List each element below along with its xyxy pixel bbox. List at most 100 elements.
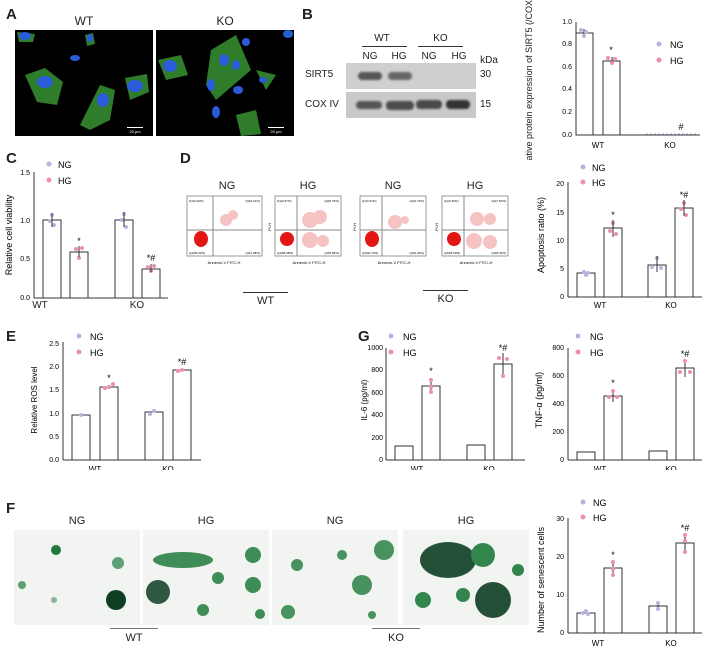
panel-letter-a: A xyxy=(6,6,17,23)
svg-text:Q4(83.59%): Q4(83.59%) xyxy=(444,251,460,255)
svg-text:5: 5 xyxy=(560,266,564,273)
svg-text:Q2(3.21%): Q2(3.21%) xyxy=(245,199,260,203)
svg-text:0: 0 xyxy=(560,630,564,637)
svg-text:*#: *# xyxy=(680,190,689,200)
svg-text:2.5: 2.5 xyxy=(49,341,59,348)
svg-text:*#: *# xyxy=(681,349,690,359)
svg-text:0.0: 0.0 xyxy=(20,295,30,302)
flow-plot-wt-hg: PI-H Q1(0.37%) Q2(6.79%) Q4(86.98%) Q3(5.8… xyxy=(267,195,342,265)
lane-label: NG xyxy=(421,51,437,62)
flow-title: NG xyxy=(384,180,402,192)
svg-text:PI-H: PI-H xyxy=(267,223,272,231)
lane-label: HG xyxy=(391,51,407,62)
svg-text:KO: KO xyxy=(483,465,495,470)
sa-bgal-image-wt-ng xyxy=(14,530,140,625)
svg-text:0.0: 0.0 xyxy=(562,132,572,139)
svg-text:Q2(6.79%): Q2(6.79%) xyxy=(324,199,339,203)
svg-text:1.5: 1.5 xyxy=(49,387,59,394)
svg-text:*: * xyxy=(77,236,81,246)
panel-letter-e: E xyxy=(6,328,17,345)
panel-letter-c: C xyxy=(6,150,17,167)
svg-text:#: # xyxy=(678,122,683,132)
scale-bar-label: 20 μm xyxy=(129,129,141,134)
svg-text:HG: HG xyxy=(593,513,607,523)
y-axis-label: Relative protein expression of SIRT5 (/C… xyxy=(524,0,534,160)
scale-bar-label: 20 μm xyxy=(270,129,282,134)
svg-text:1.0: 1.0 xyxy=(20,218,30,225)
f-group-ko: KO xyxy=(388,632,404,644)
svg-text:WT: WT xyxy=(411,465,424,470)
svg-text:Relative ROS level: Relative ROS level xyxy=(30,366,39,433)
chart-d-apoptosis: Apoptosis ratio (%) 0 5 10 15 20 * *# NG H… xyxy=(536,163,702,310)
svg-text:*: * xyxy=(611,550,615,560)
svg-text:*#: *# xyxy=(681,523,690,533)
image-label: HG xyxy=(457,515,475,527)
svg-text:Q4(86.98%): Q4(86.98%) xyxy=(277,251,293,255)
svg-text:200: 200 xyxy=(371,435,383,442)
svg-text:*: * xyxy=(609,45,613,55)
blot-protein-sirt5: SIRT5 xyxy=(305,69,334,80)
image-label-wt: WT xyxy=(74,14,94,28)
svg-text:Q1(0.31%): Q1(0.31%) xyxy=(362,199,377,203)
svg-text:0: 0 xyxy=(560,457,564,464)
svg-text:*: * xyxy=(611,210,615,220)
svg-text:Q2(4.74%): Q2(4.74%) xyxy=(409,199,424,203)
blot-bracket-wt xyxy=(362,46,407,47)
svg-text:WT: WT xyxy=(592,639,605,648)
svg-text:800: 800 xyxy=(371,367,383,374)
svg-text:Q3(1.08%): Q3(1.08%) xyxy=(245,251,260,255)
svg-text:200: 200 xyxy=(552,429,564,436)
svg-text:WT: WT xyxy=(89,465,102,470)
svg-text:*: * xyxy=(611,378,615,388)
image-label: NG xyxy=(68,515,86,527)
svg-text:10: 10 xyxy=(556,238,564,245)
svg-text:15: 15 xyxy=(556,210,564,217)
blot-group-ko: KO xyxy=(433,33,448,44)
svg-text:HG: HG xyxy=(90,348,104,358)
svg-text:Annexin-V FITC-H: Annexin-V FITC-H xyxy=(208,260,241,265)
svg-text:KO: KO xyxy=(665,639,677,648)
flow-bracket-ko xyxy=(423,290,468,291)
svg-text:Q1(0.40%): Q1(0.40%) xyxy=(189,199,204,203)
svg-text:KO: KO xyxy=(162,465,174,470)
lane-label: HG xyxy=(451,51,467,62)
svg-text:0.5: 0.5 xyxy=(49,434,59,441)
x-tick-label: KO xyxy=(129,300,145,311)
flow-plot-ko-ng: PI-H Q1(0.31%) Q2(4.74%) Q4(92.70%) Q3(2.2… xyxy=(352,195,427,265)
svg-text:600: 600 xyxy=(371,390,383,397)
svg-text:0.4: 0.4 xyxy=(562,86,572,93)
svg-text:Q3(2.26%): Q3(2.26%) xyxy=(409,251,424,255)
fluorescence-image-ko: 20 μm xyxy=(156,30,294,136)
f-bracket-wt xyxy=(110,628,158,629)
flow-title: HG xyxy=(466,180,484,192)
svg-text:0.2: 0.2 xyxy=(562,109,572,116)
flow-group-wt: WT xyxy=(256,295,275,307)
svg-text:HG: HG xyxy=(590,348,604,358)
svg-text:0: 0 xyxy=(560,294,564,301)
flow-title: HG xyxy=(299,180,317,192)
flow-plot-wt-ng: Q1(0.40%) Q2(3.21%) Q4(95.32%) Q3(1.08%) A… xyxy=(186,195,263,265)
svg-text:*: * xyxy=(107,373,111,383)
svg-text:Q3(8.42%): Q3(8.42%) xyxy=(491,251,506,255)
sa-bgal-image-wt-hg xyxy=(143,530,269,625)
image-label-ko: KO xyxy=(216,14,234,28)
svg-text:0.8: 0.8 xyxy=(562,41,572,48)
svg-text:NG: NG xyxy=(670,40,684,50)
panel-letter-b: B xyxy=(302,6,313,23)
svg-text:WT: WT xyxy=(592,141,605,150)
sa-bgal-image-ko-hg xyxy=(403,530,529,625)
svg-text:WT: WT xyxy=(594,301,607,310)
f-group-wt: WT xyxy=(125,632,143,644)
blot-protein-cox4: COX IV xyxy=(305,99,339,110)
chart-e-ros: Relative ROS level 0.00.5 1.01.5 2.02.5 … xyxy=(30,332,201,470)
svg-text:Q4(95.32%): Q4(95.32%) xyxy=(189,251,205,255)
svg-text:0: 0 xyxy=(379,457,383,464)
flow-bracket-wt xyxy=(243,292,288,293)
kda-label: kDa xyxy=(480,55,498,66)
svg-text:Q1(0.39%): Q1(0.39%) xyxy=(444,199,459,203)
svg-text:HG: HG xyxy=(58,176,72,186)
svg-text:KO: KO xyxy=(665,301,677,310)
blot-strip-sirt5 xyxy=(346,63,476,89)
svg-text:Q2(7.60%): Q2(7.60%) xyxy=(491,199,506,203)
svg-text:600: 600 xyxy=(552,373,564,380)
